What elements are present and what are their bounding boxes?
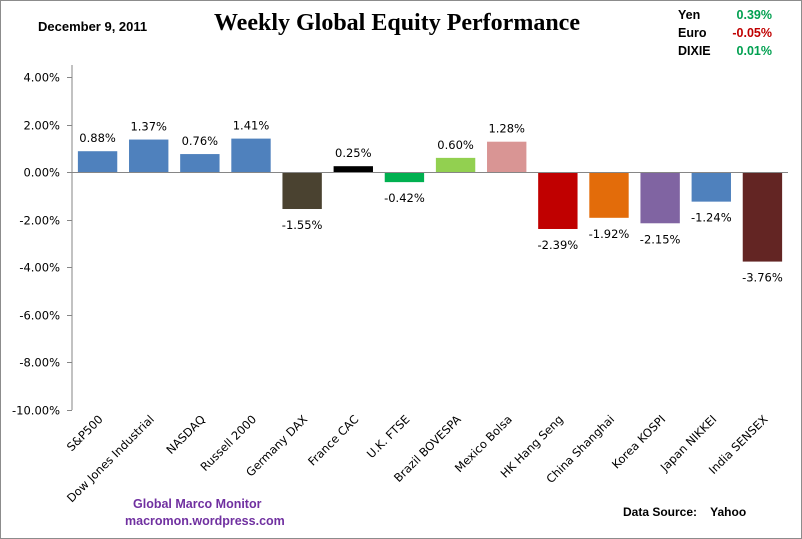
bar	[180, 154, 220, 173]
data-label: -1.24%	[691, 211, 732, 225]
brand-name: Global Marco Monitor	[133, 497, 262, 511]
currency-value-euro: -0.05%	[732, 26, 772, 40]
bar	[282, 172, 322, 210]
bar	[589, 172, 629, 218]
y-tick-label: 4.00%	[23, 71, 60, 85]
data-label: 1.37%	[130, 120, 167, 134]
x-tick-label: Dow Jones Industrial	[64, 412, 157, 505]
data-label: -0.42%	[384, 191, 425, 205]
bar	[691, 172, 731, 202]
bar	[435, 157, 476, 173]
y-tick-label: -6.00%	[19, 309, 60, 323]
bar	[538, 172, 578, 229]
data-source: Data Source: Yahoo	[623, 505, 747, 519]
data-label: 0.88%	[79, 131, 116, 145]
bar	[129, 139, 169, 173]
x-tick-label: S&P500	[64, 412, 106, 454]
data-label: -3.76%	[742, 271, 783, 285]
y-tick-label: -8.00%	[19, 356, 60, 370]
x-tick-label: NASDAQ	[163, 412, 208, 457]
data-label: 1.28%	[488, 122, 525, 136]
currency-value-dixie: 0.01%	[736, 44, 772, 58]
bar	[384, 172, 425, 183]
data-label: 0.60%	[437, 138, 474, 152]
bar	[640, 172, 680, 224]
bar	[77, 151, 118, 173]
bar	[333, 166, 373, 173]
brand-website: macromon.wordpress.com	[125, 514, 285, 528]
data-label: 0.25%	[335, 146, 372, 160]
data-label: -1.55%	[282, 218, 323, 232]
data-label: 1.41%	[233, 119, 270, 133]
x-tick-label: U.K. FTSE	[364, 412, 413, 461]
bar	[487, 141, 527, 173]
currency-name-euro: Euro	[678, 26, 707, 40]
currency-name-yen: Yen	[678, 8, 701, 22]
y-tick-label: 2.00%	[23, 119, 60, 133]
bar	[742, 172, 783, 262]
currency-value-yen: 0.39%	[736, 8, 772, 22]
data-label: 0.76%	[182, 134, 219, 148]
data-label: -2.15%	[640, 232, 681, 246]
y-tick-label: -2.00%	[19, 214, 60, 228]
y-tick-label: -4.00%	[19, 261, 60, 275]
report-date: December 9, 2011	[38, 19, 148, 34]
y-tick-label: 0.00%	[23, 166, 60, 180]
data-label: -1.92%	[589, 227, 630, 241]
chart-title: Weekly Global Equity Performance	[214, 10, 580, 36]
x-tick-label: France CAC	[305, 412, 361, 468]
data-label: -2.39%	[538, 238, 579, 252]
bar	[231, 138, 271, 173]
currency-name-dixie: DIXIE	[678, 44, 711, 58]
y-tick-label: -10.00%	[12, 404, 60, 418]
